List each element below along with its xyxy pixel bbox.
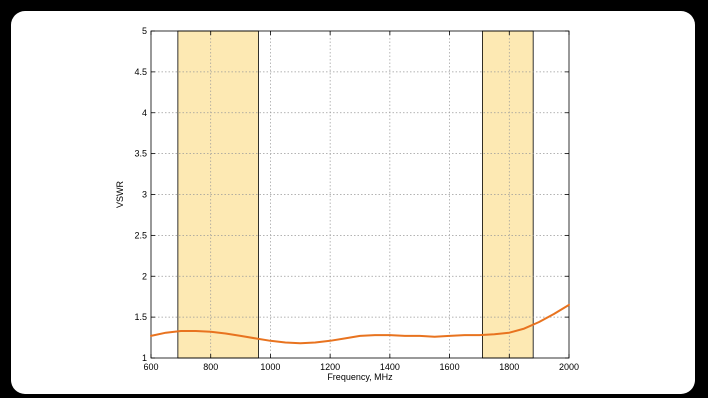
y-tick-label: 1 <box>142 353 147 363</box>
y-tick-label: 3 <box>142 190 147 200</box>
x-tick-label: 1200 <box>320 362 340 372</box>
y-tick-label: 5 <box>142 26 147 36</box>
chart-panel: 600 800 1000 1200 1400 1600 1800 2000 1 1.5 2 2.5 3 3… <box>11 11 695 394</box>
y-tick-label: 2.5 <box>134 230 147 240</box>
y-tick-label: 4.5 <box>134 67 147 77</box>
y-axis-label: VSWR <box>115 180 125 208</box>
vswr-chart: 600 800 1000 1200 1400 1600 1800 2000 1 1.5 2 2.5 3 3… <box>115 26 579 382</box>
x-tick-label: 1400 <box>380 362 400 372</box>
x-tick-label: 800 <box>203 362 218 372</box>
x-tick-label: 1600 <box>440 362 460 372</box>
x-tick-label: 2000 <box>559 362 579 372</box>
y-tick-label: 4 <box>142 108 147 118</box>
x-tick-label: 1000 <box>260 362 280 372</box>
y-tick-label: 3.5 <box>134 149 147 159</box>
series-line-1 <box>150 303 570 345</box>
x-tick-label: 600 <box>143 362 158 372</box>
x-tick-label: 1800 <box>499 362 519 372</box>
y-tick-label: 1.5 <box>134 312 147 322</box>
x-axis-label: Frequency, MHz <box>327 372 393 382</box>
y-tick-label: 2 <box>142 271 147 281</box>
